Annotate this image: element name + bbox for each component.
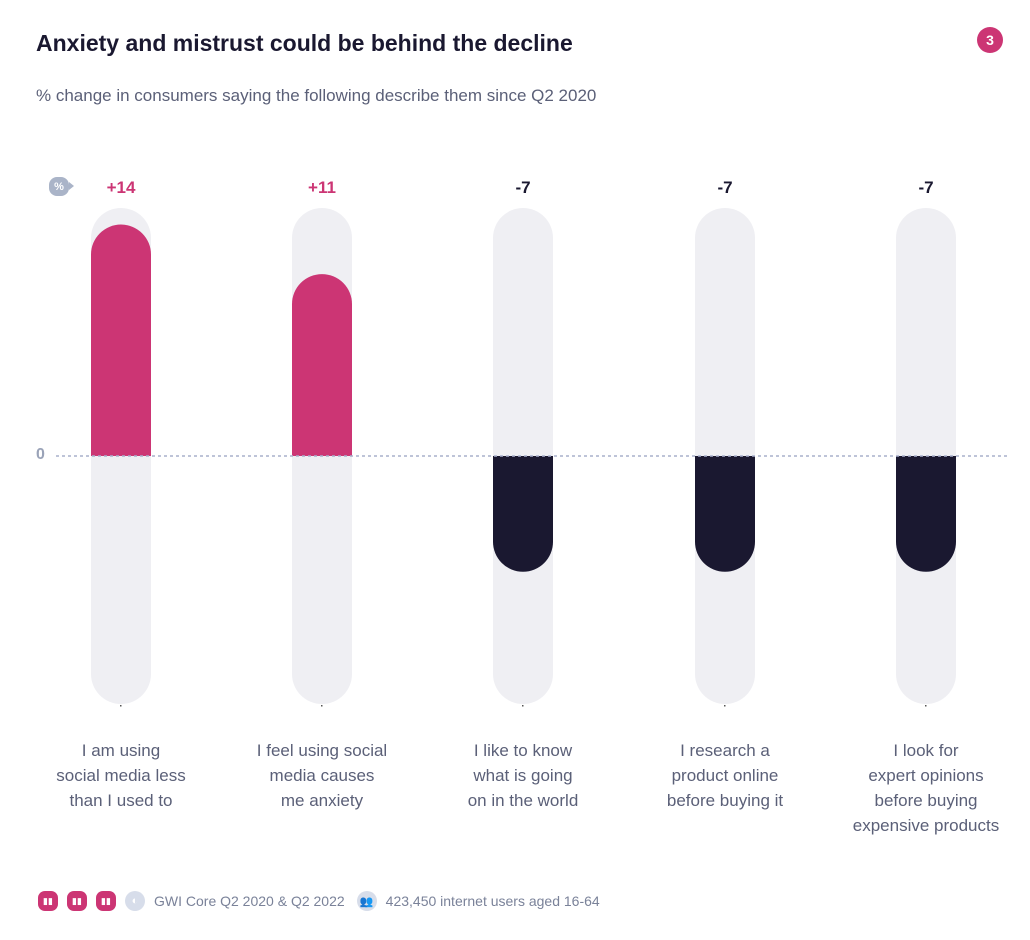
category-label-line: before buying	[874, 791, 978, 810]
bar	[695, 456, 755, 572]
category-label: I research a product online before buying …	[625, 738, 825, 813]
category-label: I like to know what is going on in the wor…	[423, 738, 623, 813]
bar	[493, 456, 553, 572]
axis-tick	[724, 705, 726, 707]
bar	[91, 224, 151, 456]
category-label-line: social media less	[56, 766, 186, 785]
axis-tick	[522, 705, 524, 707]
bar	[896, 456, 956, 572]
source-text: GWI Core Q2 2020 & Q2 2022	[154, 893, 345, 909]
category-label-line: what is going	[473, 766, 573, 785]
category-label-line: expensive products	[852, 816, 1000, 835]
chart-number-badge: 3	[977, 27, 1003, 53]
zero-label: 0	[36, 446, 45, 463]
axis-tick	[120, 705, 122, 707]
data-label: +14	[107, 178, 136, 197]
chart-subtitle: % change in consumers saying the followi…	[36, 86, 597, 105]
sample-text: 423,450 internet users aged 16-64	[385, 893, 600, 909]
data-label: -7	[515, 178, 530, 197]
bar	[292, 274, 352, 456]
bar-chart-icon: ▮▮	[67, 891, 87, 911]
category-label: I feel using social media causes me anxiet…	[222, 738, 422, 813]
category-label-line: I am using	[81, 741, 161, 760]
chart-title: Anxiety and mistrust could be behind the…	[36, 30, 573, 56]
axis-tick	[925, 705, 927, 707]
axis-tick	[321, 705, 323, 707]
category-label: I am using social media less than I used t…	[21, 738, 221, 813]
bar-chart-icon: ▮▮	[38, 891, 58, 911]
category-label-line: I like to know	[473, 741, 573, 760]
category-label-line: media causes	[269, 766, 375, 785]
category-label-line: product online	[671, 766, 779, 785]
category-label-line: before buying it	[666, 791, 784, 810]
category-label-line: on in the world	[467, 791, 579, 810]
globe-icon: ◐	[125, 891, 145, 911]
users-icon: 👥	[356, 891, 377, 911]
footer: ▮▮ ▮▮ ▮▮ ◐ GWI Core Q2 2020 & Q2 2022 👥 …	[38, 891, 600, 911]
data-label: -7	[717, 178, 732, 197]
category-label-line: me anxiety	[280, 791, 364, 810]
category-label: I look for expert opinions before buying ex…	[826, 738, 1026, 838]
data-label: -7	[918, 178, 933, 197]
percent-unit-icon: %	[49, 177, 74, 196]
category-label-line: I look for	[893, 741, 959, 760]
category-label-line: expert opinions	[868, 766, 984, 785]
bar-chart-icon: ▮▮	[96, 891, 116, 911]
data-label: +11	[308, 178, 336, 197]
category-label-line: I feel using social	[256, 741, 388, 760]
category-label-line: I research a	[680, 741, 770, 760]
category-label-line: than I used to	[69, 791, 173, 810]
